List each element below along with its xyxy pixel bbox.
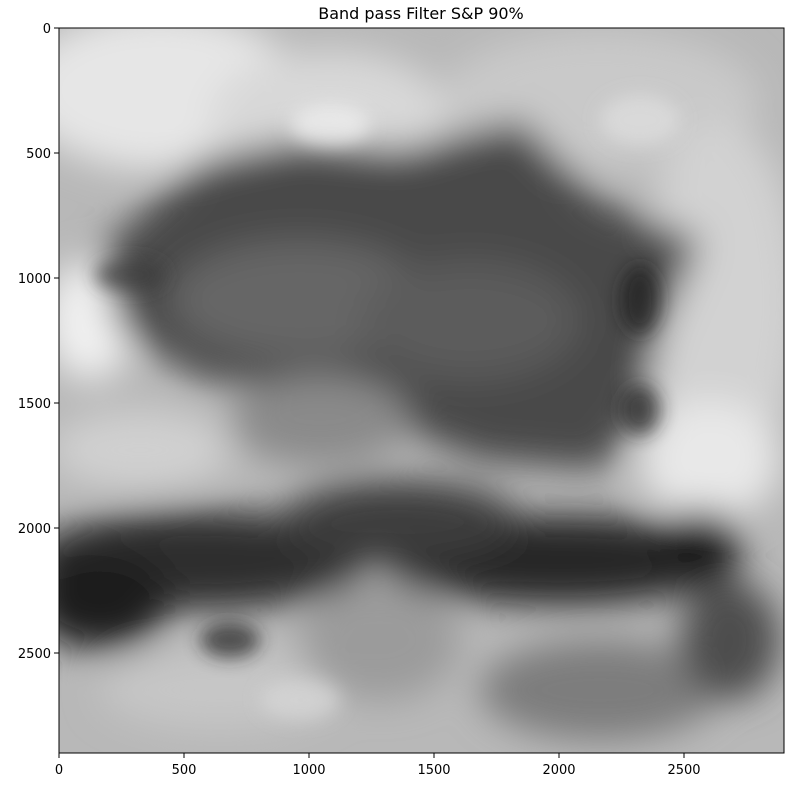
chart-title: Band pass Filter S&P 90% [318,4,524,23]
y-axis: 0 500 1000 1500 2000 2500 [18,22,59,662]
y-tick-label: 500 [26,147,51,162]
y-tick-label: 2000 [18,522,51,537]
x-tick-label: 500 [172,763,197,778]
x-tick-label: 2000 [542,763,575,778]
y-tick-label: 2500 [18,647,51,662]
y-tick-label: 0 [43,22,51,37]
x-tick-label: 0 [55,763,63,778]
x-tick-label: 2500 [667,763,700,778]
heatmap-image [59,28,784,753]
y-tick-label: 1500 [18,397,51,412]
plot-frame [58,27,785,754]
x-tick-label: 1000 [292,763,325,778]
y-tick-label: 1000 [18,272,51,287]
x-tick-label: 1500 [417,763,450,778]
x-axis: 0 500 1000 1500 2000 2500 [55,753,701,778]
